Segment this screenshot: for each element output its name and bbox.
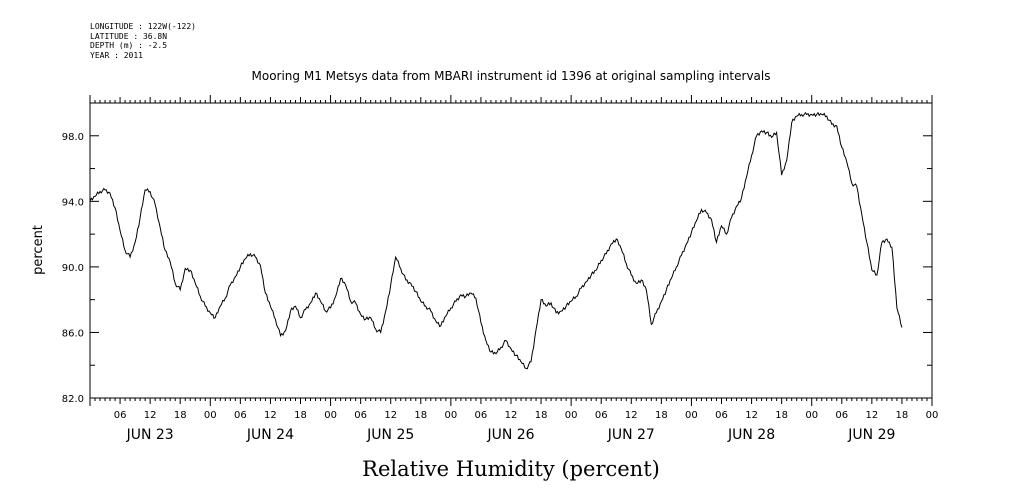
x-tick-label: 00 [444, 410, 457, 421]
x-tick-label: 00 [926, 410, 939, 421]
depth-text: DEPTH (m) : -2.5 [90, 41, 168, 50]
series-line [89, 111, 903, 370]
x-date-label: JUN 28 [727, 427, 775, 443]
x-tick-label: 18 [655, 410, 668, 421]
x-tick-label: 12 [144, 410, 157, 421]
plot-frame [89, 102, 933, 399]
x-date-label: JUN 29 [847, 427, 895, 443]
x-date-label: JUN 26 [486, 427, 534, 443]
x-tick-label: 00 [805, 410, 818, 421]
x-tick-label: 18 [775, 410, 788, 421]
y-axis-tick-labels: 82.0 86.0 90.0 94.0 98.0 [62, 132, 84, 405]
x-tick-label: 18 [294, 410, 307, 421]
x-tick-label: 18 [535, 410, 548, 421]
x-tick-label: 06 [475, 410, 488, 421]
x-axis-tick-labels: 06 12 18 00 06 12 18 00 06 12 18 00 06 12 18 00 06 12 18 00… [114, 410, 939, 421]
x-tick-label: 00 [324, 410, 337, 421]
x-date-label: JUN 24 [246, 427, 294, 443]
x-tick-label: 06 [835, 410, 848, 421]
chart-title: Mooring M1 Metsys data from MBARI instru… [252, 69, 771, 83]
longitude-text: LONGITUDE : 122W(-122) [90, 22, 196, 31]
x-tick-label: 12 [745, 410, 758, 421]
x-axis-label: Relative Humidity (percent) [362, 457, 660, 481]
y-tick-label: 90.0 [62, 263, 84, 274]
x-tick-label: 12 [384, 410, 397, 421]
axis-ticks [89, 95, 933, 406]
x-tick-label: 06 [114, 410, 127, 421]
x-date-label: JUN 25 [366, 427, 414, 443]
x-tick-label: 12 [865, 410, 878, 421]
x-tick-label: 12 [505, 410, 518, 421]
x-tick-label: 00 [565, 410, 578, 421]
year-text: YEAR : 2011 [90, 50, 143, 60]
x-tick-label: 12 [625, 410, 638, 421]
y-tick-label: 82.0 [62, 394, 84, 405]
y-tick-label: 86.0 [62, 328, 84, 339]
x-tick-label: 18 [896, 410, 909, 421]
x-tick-label: 00 [685, 410, 698, 421]
y-axis-label: percent [31, 225, 46, 275]
metadata-block: LONGITUDE : 122W(-122) LATITUDE : 36.8N … [90, 22, 196, 60]
x-tick-label: 06 [715, 410, 728, 421]
latitude-text: LATITUDE : 36.8N [90, 31, 168, 41]
y-tick-label: 94.0 [62, 197, 84, 208]
x-date-label: JUN 27 [607, 427, 655, 443]
x-tick-label: 18 [414, 410, 427, 421]
x-tick-label: 00 [204, 410, 217, 421]
x-tick-label: 12 [264, 410, 277, 421]
x-tick-label: 06 [354, 410, 367, 421]
x-axis-date-labels: JUN 23 JUN 24 JUN 25 JUN 26 JUN 27 JUN 28 JUN … [126, 427, 896, 443]
x-tick-label: 18 [174, 410, 187, 421]
x-tick-label: 06 [595, 410, 608, 421]
x-tick-label: 06 [234, 410, 247, 421]
x-date-label: JUN 23 [126, 427, 174, 443]
y-tick-label: 98.0 [62, 132, 84, 143]
